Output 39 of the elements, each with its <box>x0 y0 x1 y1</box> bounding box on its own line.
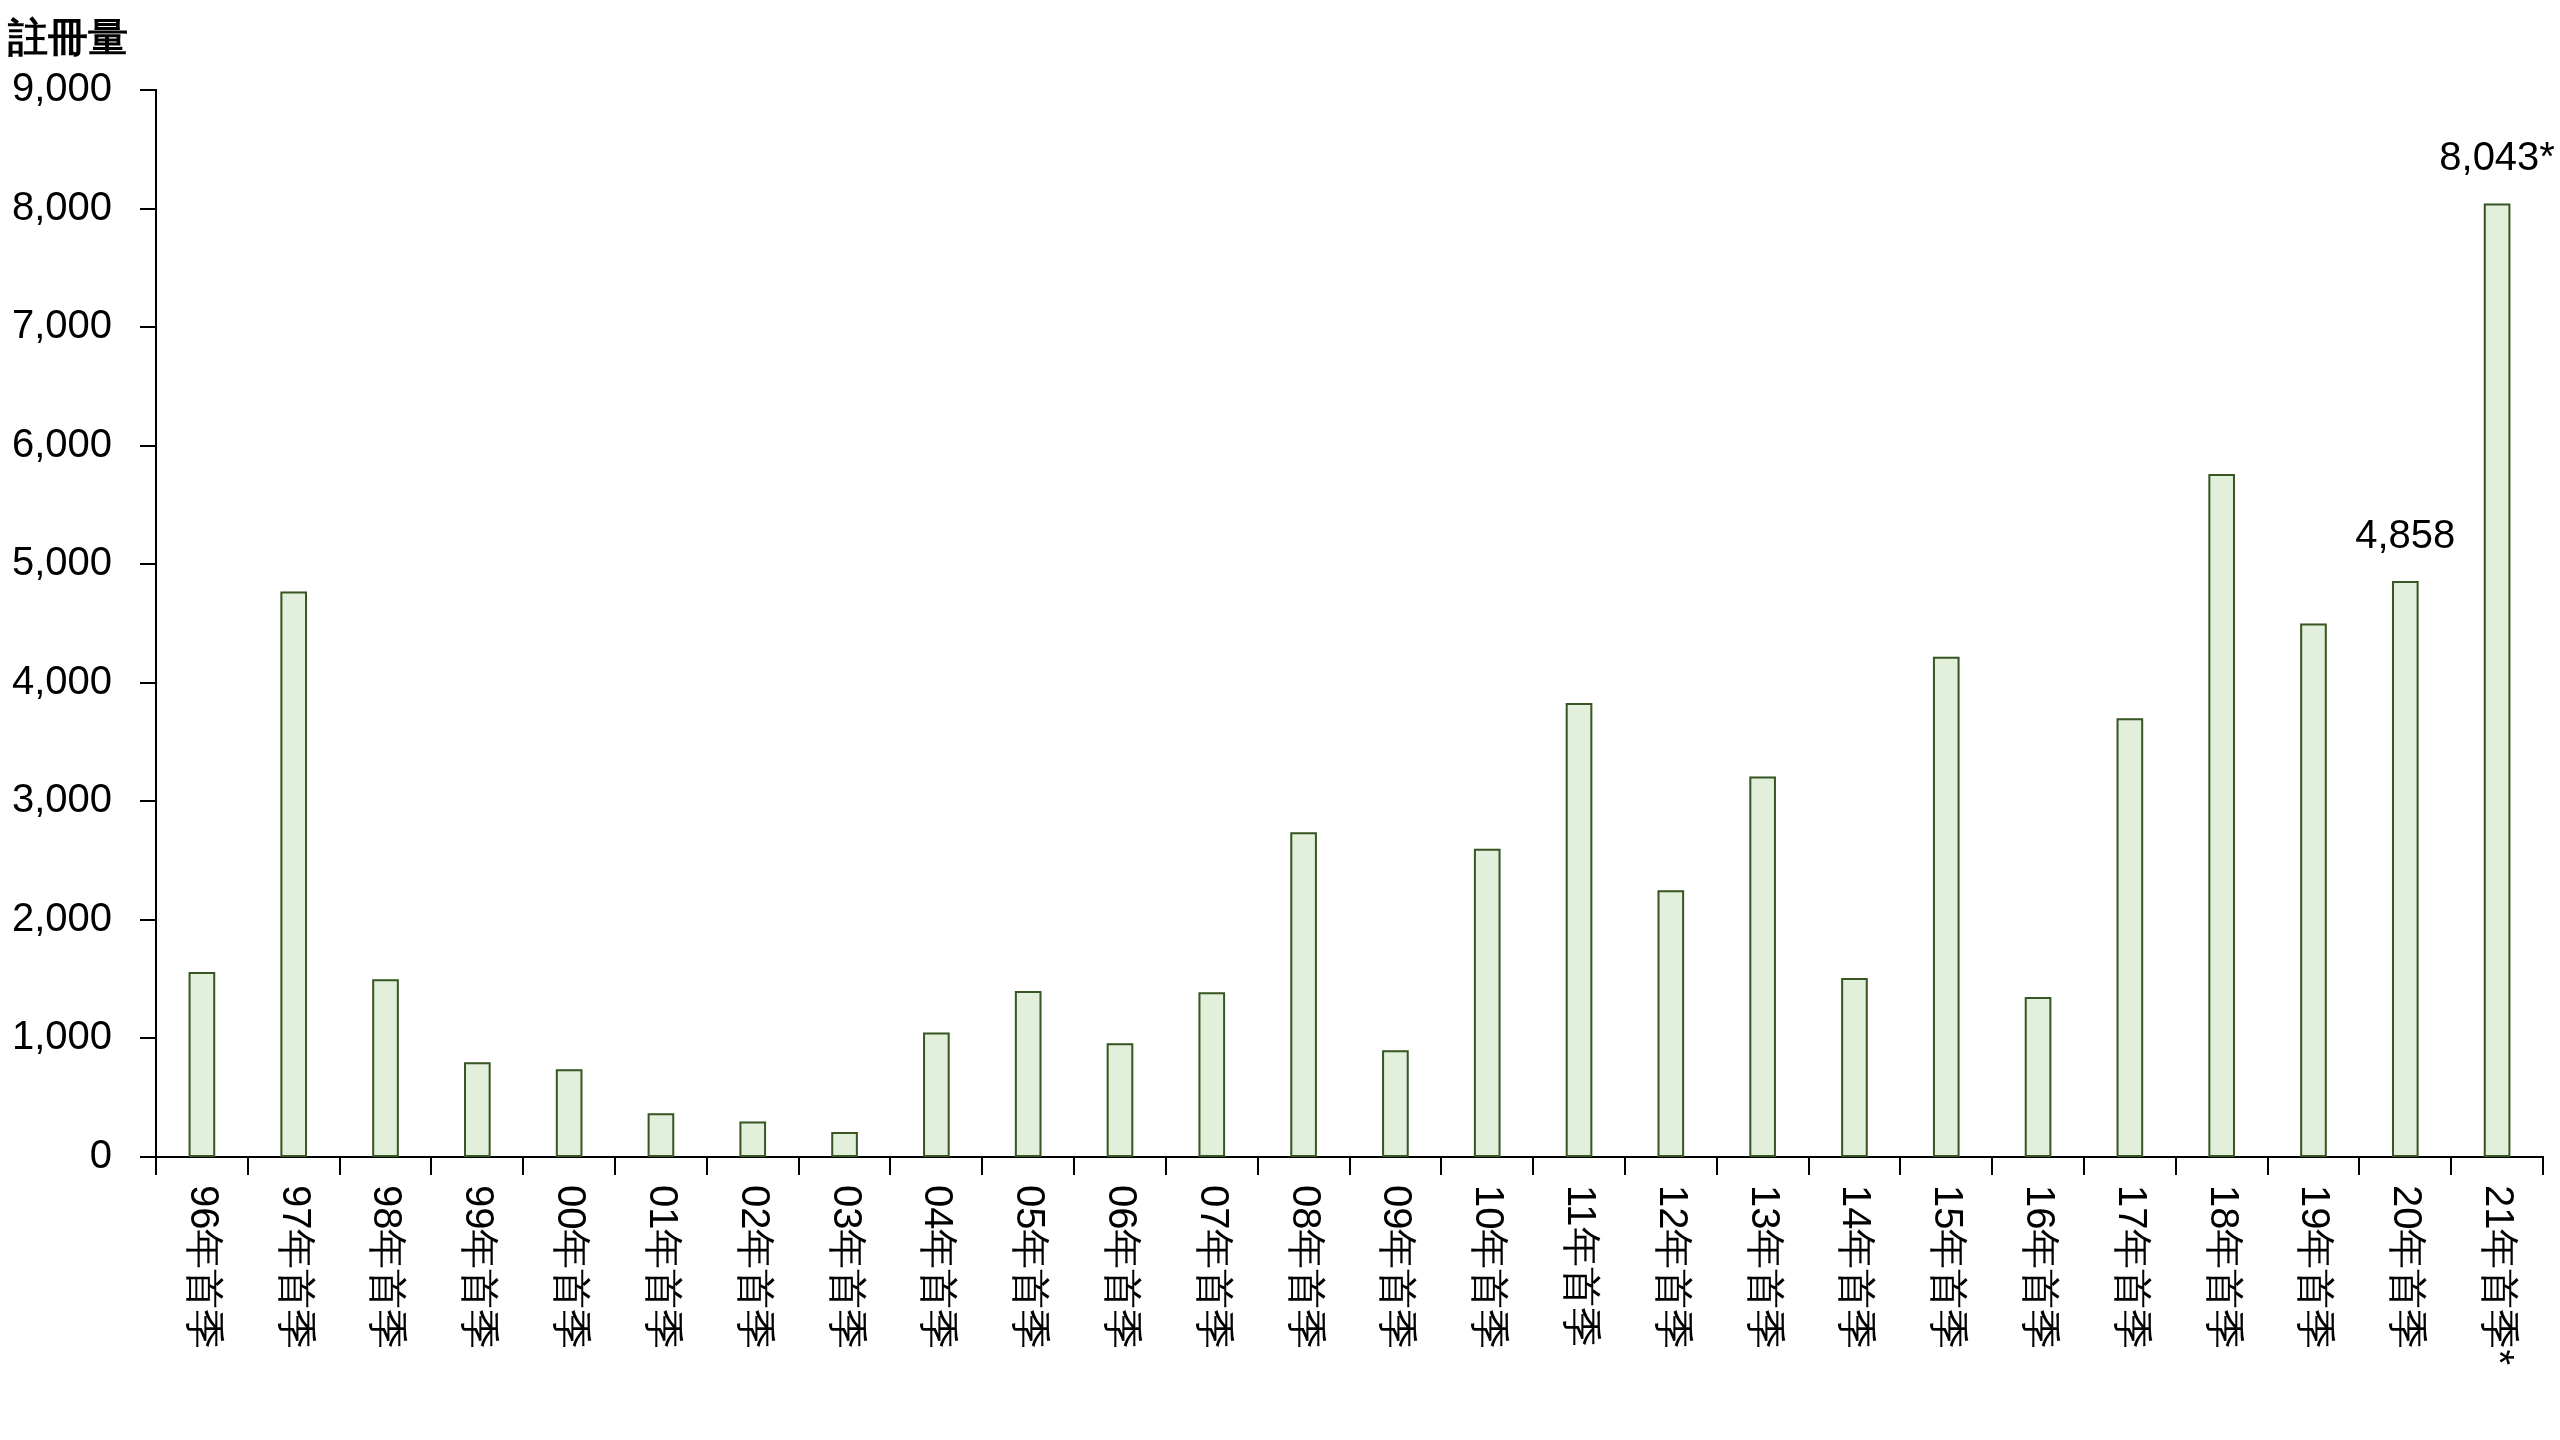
x-tick-label: 00年首季 <box>550 1185 595 1350</box>
x-tick-label: 97年首季 <box>274 1185 319 1350</box>
x-tick-label: 05年首季 <box>1009 1185 1054 1350</box>
y-tick-label: 6,000 <box>11 420 112 465</box>
x-tick-label: 12年首季 <box>1651 1185 1696 1350</box>
x-tick-label: 21年首季* <box>2478 1185 2523 1366</box>
y-tick-label: 0 <box>89 1132 112 1177</box>
y-tick-label: 3,000 <box>11 776 112 821</box>
x-tick-label: 98年首季 <box>366 1185 411 1350</box>
y-tick-label: 4,000 <box>11 657 112 702</box>
data-label: 8,043* <box>2439 134 2555 179</box>
x-tick-label: 14年首季 <box>1835 1185 1880 1350</box>
y-tick-label: 2,000 <box>11 894 112 939</box>
x-tick-label: 01年首季 <box>641 1185 686 1350</box>
x-tick-label: 11年首季 <box>1559 1185 1604 1347</box>
y-tick-label: 9,000 <box>11 65 112 110</box>
x-tick-label: 10年首季 <box>1468 1185 1513 1350</box>
y-axis-title: 註冊量 <box>7 15 128 60</box>
x-tick-label: 09年首季 <box>1376 1185 1421 1350</box>
x-tick-label: 20年首季 <box>2386 1185 2431 1350</box>
y-tick-label: 8,000 <box>11 183 112 228</box>
x-tick-label: 04年首季 <box>917 1185 962 1350</box>
x-tick-label: 06年首季 <box>1100 1185 1145 1350</box>
x-tick-label: 13年首季 <box>1743 1185 1788 1350</box>
x-tick-label: 17年首季 <box>2110 1185 2155 1350</box>
x-tick-label: 19年首季 <box>2294 1185 2339 1350</box>
x-tick-label: 16年首季 <box>2019 1185 2064 1350</box>
x-tick-label: 96年首季 <box>182 1185 227 1350</box>
x-tick-label: 18年首季 <box>2202 1185 2247 1350</box>
y-tick-label: 5,000 <box>11 539 112 584</box>
y-tick-label: 1,000 <box>11 1013 112 1058</box>
x-tick-label: 07年首季 <box>1192 1185 1237 1350</box>
x-tick-label: 15年首季 <box>1927 1185 1972 1350</box>
x-tick-label: 03年首季 <box>825 1185 870 1350</box>
x-tick-label: 02年首季 <box>733 1185 778 1350</box>
x-tick-label: 08年首季 <box>1284 1185 1329 1350</box>
x-tick-label: 99年首季 <box>458 1185 503 1350</box>
y-tick-label: 7,000 <box>11 302 112 347</box>
data-label: 4,858 <box>2355 512 2456 557</box>
